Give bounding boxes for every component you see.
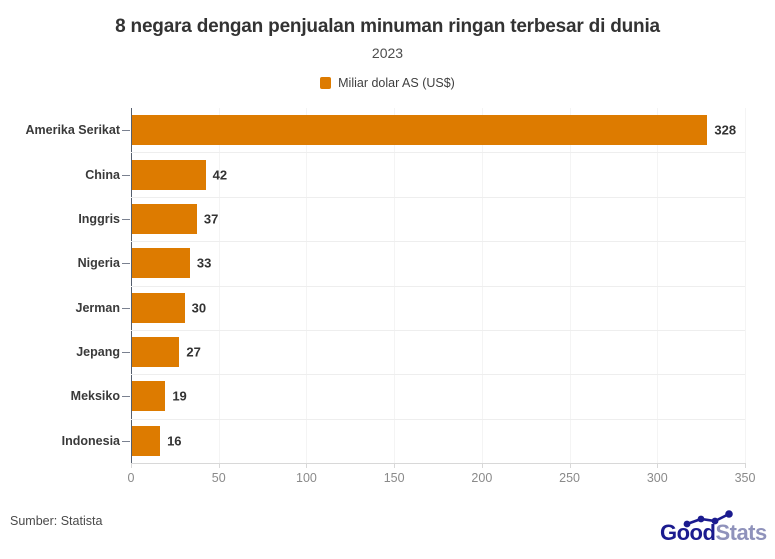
bar-value-label: 27	[186, 344, 201, 360]
bar-row[interactable]: 37	[132, 203, 746, 234]
source-note: Sumber: Statista	[10, 514, 103, 528]
x-axis-line	[131, 463, 745, 464]
y-axis-tick	[122, 174, 130, 176]
y-axis-label: Amerika Serikat	[25, 123, 120, 138]
y-axis-label: Nigeria	[77, 256, 120, 271]
bar-row[interactable]: 16	[132, 425, 746, 456]
bar-row[interactable]: 19	[132, 381, 746, 412]
logo-good-text: Good	[660, 520, 716, 545]
title-block: 8 negara dengan penjualan minuman ringan…	[0, 16, 775, 62]
logo-wordmark: GoodStats	[660, 522, 767, 544]
bar-row[interactable]: 27	[132, 337, 746, 368]
goodstats-logo: GoodStats	[660, 510, 767, 544]
x-axis-tick	[481, 463, 483, 468]
x-axis-tick	[306, 463, 308, 468]
bar-value-label: 33	[196, 255, 212, 271]
y-axis-tick	[122, 130, 130, 132]
bar-row[interactable]: 30	[132, 292, 746, 323]
bar[interactable]	[132, 425, 161, 456]
horizontal-gridline	[131, 418, 745, 420]
bar[interactable]	[132, 248, 190, 279]
bar-value-label: 16	[167, 433, 182, 449]
bar[interactable]	[132, 115, 708, 146]
bar[interactable]	[132, 381, 166, 412]
horizontal-gridline	[131, 152, 745, 154]
horizontal-gridline	[131, 196, 745, 198]
x-axis-tick-label: 50	[211, 471, 226, 485]
bar-value-label: 30	[191, 300, 207, 316]
y-axis-category-labels: Amerika Serikat China Inggris Nigeria Jerman…	[0, 108, 130, 463]
bar-row[interactable]: 33	[132, 248, 746, 279]
bar-value-label: 37	[203, 211, 219, 227]
legend-swatch-icon	[320, 77, 332, 89]
chart-subtitle: 2023	[371, 44, 404, 61]
y-axis-label: China	[85, 167, 120, 182]
x-axis-tick	[745, 463, 746, 468]
plot-area: 328 42 37 33 30 27 19 16	[131, 108, 746, 464]
y-axis-label: Inggris	[78, 211, 120, 226]
bar[interactable]	[132, 337, 180, 368]
horizontal-gridline	[131, 374, 745, 376]
y-axis-tick	[122, 352, 130, 354]
y-axis-tick	[122, 307, 130, 309]
horizontal-gridline	[131, 285, 745, 287]
logo-stats-text: Stats	[715, 520, 767, 545]
bar[interactable]	[132, 292, 185, 323]
bar[interactable]	[132, 203, 197, 234]
y-axis-label: Indonesia	[61, 433, 120, 448]
x-axis-tick	[218, 463, 220, 468]
bar-row[interactable]: 328	[132, 115, 746, 146]
x-axis-tick-label: 100	[295, 471, 317, 485]
y-axis-tick	[122, 218, 130, 220]
horizontal-gridline	[131, 241, 745, 243]
legend-label: Miliar dolar AS (US$)	[338, 76, 455, 90]
x-axis-tick-label: 250	[559, 471, 580, 485]
y-axis-tick	[122, 440, 130, 442]
y-axis-label: Meksiko	[70, 389, 120, 404]
vertical-gridline	[745, 108, 746, 463]
chart-title: 8 negara dengan penjualan minuman ringan…	[115, 16, 660, 37]
y-axis-label: Jepang	[76, 345, 120, 360]
x-axis-tick	[131, 463, 132, 468]
x-axis-tick	[569, 463, 571, 468]
x-axis-tick-label: 300	[646, 471, 668, 485]
x-axis-tick	[657, 463, 659, 468]
y-axis-tick	[122, 263, 130, 265]
x-axis-tick-label: 350	[734, 471, 756, 485]
horizontal-gridline	[131, 329, 745, 331]
bar-value-label: 19	[172, 388, 187, 404]
bar-row[interactable]: 42	[132, 159, 746, 190]
bar-value-label: 328	[714, 122, 737, 138]
chart-legend: Miliar dolar AS (US$)	[0, 76, 775, 90]
x-axis-tick-label: 150	[383, 471, 405, 485]
x-axis-tick-label: 200	[471, 471, 493, 485]
x-axis-tick	[394, 463, 396, 468]
bar[interactable]	[132, 159, 206, 190]
y-axis-tick	[122, 396, 130, 398]
y-axis-label: Jerman	[75, 300, 120, 315]
x-axis-tick-label: 0	[127, 471, 135, 485]
sparkline-icon	[683, 510, 733, 528]
bar-value-label: 42	[212, 167, 228, 183]
